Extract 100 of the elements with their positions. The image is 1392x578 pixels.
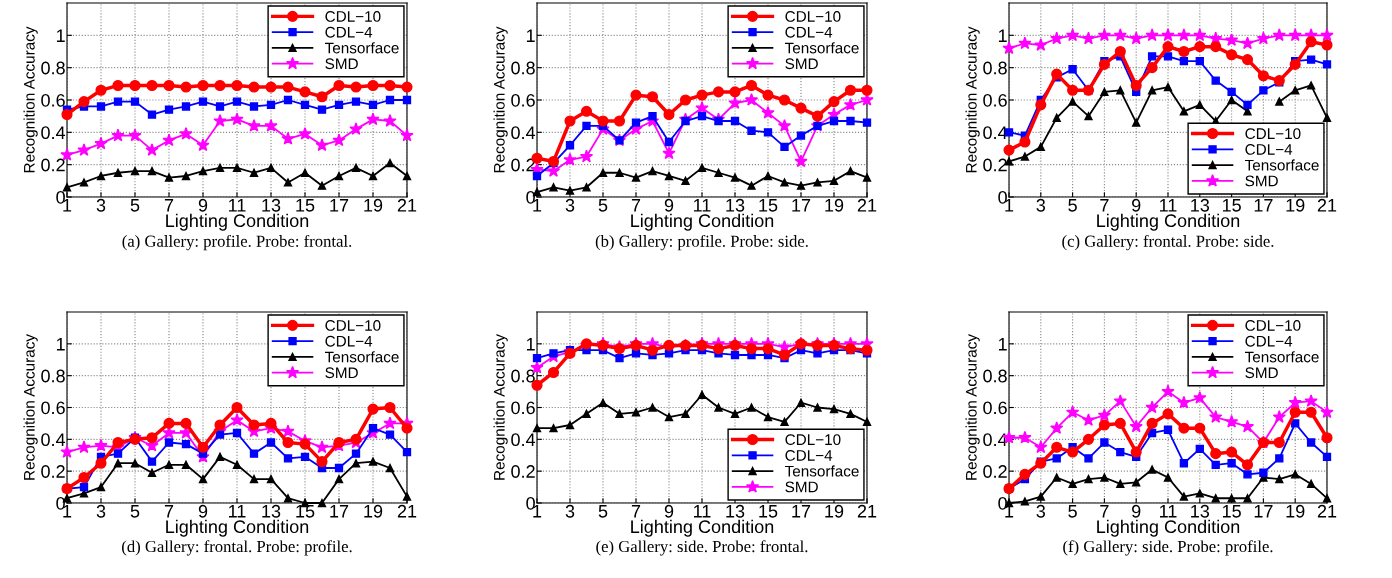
x-tick-label: 13 [262,504,281,518]
y-tick-label: 0 [526,496,535,510]
y-tick-label: 0.6 [511,93,535,107]
y-tick-label: 0 [998,190,1007,204]
y-axis-title: Recognition Accuracy [23,26,38,173]
x-tick-label: 19 [364,504,383,518]
x-tick-label: 17 [1254,199,1273,212]
x-tick-label: 15 [296,199,315,212]
y-tick-label: 0.2 [511,158,535,172]
legend-label: CDL−4 [325,26,373,38]
x-tick-label: 3 [1036,198,1046,212]
y-axis-title: Recognition Accuracy [965,26,980,173]
x-tick-label: 13 [1191,198,1210,212]
legend-label: SMD [1245,367,1278,379]
x-tick-label: 11 [694,199,711,212]
legend-label: SMD [325,367,358,379]
legend-label: Tensorface [1244,159,1319,171]
x-tick-label: 3 [96,198,106,212]
x-tick-label: 3 [565,198,575,212]
x-tick-label: 5 [1068,199,1077,212]
y-tick-label: 0.2 [983,465,1007,478]
legend-label: CDL−4 [1245,143,1293,155]
y-tick-label: 0.6 [41,401,65,415]
legend-label: CDL−10 [785,11,841,22]
legend-label: CDL−4 [785,26,833,38]
y-tick-label: 0.6 [511,401,535,415]
text: (a) Gallery: profile. Probe: frontal. [122,234,352,251]
y-axis-title: Recognition Accuracy [493,26,508,173]
legend-label: Tensorface [784,465,859,477]
y-tick-label: 0.2 [511,465,535,478]
x-tick-label: 3 [565,504,575,518]
x-tick-label: 7 [1100,505,1109,518]
x-axis-title: Lighting Condition [1097,213,1240,231]
y-axis-title: Recognition Accuracy [965,334,980,480]
x-tick-label: 13 [726,504,745,518]
x-axis-title: Lighting Condition [166,213,309,231]
y-tick-label: 0.8 [511,61,535,75]
text: (e) Gallery: side. Probe: frontal. [596,540,808,556]
x-tick-label: 13 [262,198,281,212]
y-tick-label: 1 [998,29,1007,42]
y-tick-label: 0.8 [41,369,65,383]
x-tick-label: 21 [857,504,877,518]
y-tick-label: 0.4 [983,433,1008,447]
text: (b) Gallery: profile. Probe: side. [595,234,808,251]
x-tick-label: 7 [631,199,641,212]
x-tick-label: 13 [726,198,745,212]
x-tick-label: 5 [130,505,140,518]
x-axis-title: Lighting Condition [1097,519,1240,537]
y-axis-title: Recognition Accuracy [23,334,38,480]
y-tick-label: 1 [526,29,535,42]
y-tick-label: 0.2 [983,158,1007,172]
x-tick-label: 3 [96,504,106,518]
x-tick-label: 19 [825,504,844,518]
x-tick-label: 9 [198,504,208,518]
legend-label: Tensorface [1244,351,1319,363]
x-tick-label: 17 [792,199,811,212]
x-tick-label: 11 [1160,505,1177,518]
y-tick-label: 0.8 [983,369,1007,383]
y-tick-label: 0.4 [41,126,66,140]
x-tick-label: 11 [1160,199,1177,212]
x-tick-label: 7 [1100,199,1109,212]
y-tick-label: 0 [56,190,65,204]
legend-label: SMD [785,481,818,493]
x-tick-label: 19 [1286,504,1305,518]
x-tick-label: 15 [1222,505,1241,518]
x-tick-label: 9 [1132,198,1141,212]
x-tick-label: 21 [397,504,417,518]
x-tick-label: 7 [164,199,174,212]
legend-label: SMD [325,58,358,70]
x-tick-label: 11 [229,199,246,212]
y-tick-label: 0.2 [41,158,65,172]
y-tick-label: 0.6 [983,93,1007,107]
x-tick-label: 21 [857,198,877,212]
legend-label: CDL−10 [785,434,841,446]
y-tick-label: 0.4 [511,126,536,140]
x-tick-label: 9 [198,198,208,212]
x-tick-label: 15 [1222,199,1241,212]
x-tick-label: 7 [164,505,174,518]
y-tick-label: 0.8 [511,369,535,383]
y-tick-label: 0.4 [41,433,66,447]
legend-label: Tensorface [324,351,399,363]
x-tick-label: 5 [598,199,608,212]
x-tick-label: 7 [631,505,641,518]
x-tick-label: 21 [1317,504,1337,518]
y-tick-label: 0.2 [41,465,65,478]
x-tick-label: 9 [1132,504,1141,518]
legend-label: Tensorface [324,42,399,54]
x-axis-title: Lighting Condition [631,519,774,537]
legend-label: SMD [785,58,818,70]
y-tick-label: 1 [56,337,65,351]
legend-label: CDL−10 [325,320,381,331]
x-tick-label: 9 [664,504,674,518]
x-tick-label: 11 [229,505,246,518]
legend-label: CDL−4 [785,449,833,461]
x-tick-label: 21 [397,198,417,212]
x-tick-label: 19 [364,198,383,212]
y-tick-label: 1 [998,337,1007,351]
x-tick-label: 5 [598,505,608,518]
text: (d) Gallery: frontal. Probe: profile. [122,540,352,556]
legend-label: CDL−10 [1245,128,1301,140]
